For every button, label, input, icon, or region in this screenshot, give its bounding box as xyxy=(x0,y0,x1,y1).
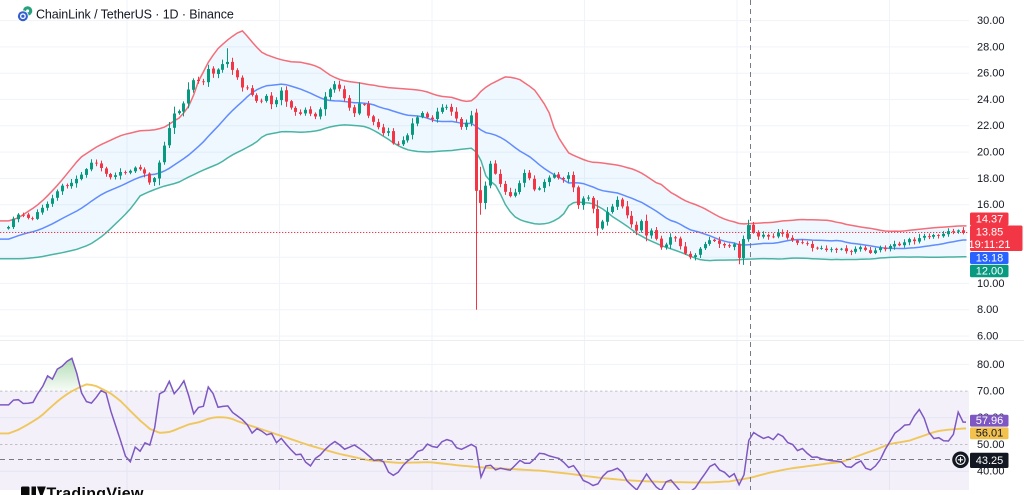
svg-text:40.00: 40.00 xyxy=(977,466,1005,478)
svg-text:ChainLink / TetherUS · 1D · Bi: ChainLink / TetherUS · 1D · Binance xyxy=(36,8,234,22)
svg-text:18.00: 18.00 xyxy=(977,173,1005,185)
svg-text:70.00: 70.00 xyxy=(977,386,1005,398)
svg-text:43.25: 43.25 xyxy=(976,455,1004,467)
svg-text:50.00: 50.00 xyxy=(977,439,1005,451)
svg-text:22.00: 22.00 xyxy=(977,120,1005,132)
svg-text:12.00: 12.00 xyxy=(976,266,1004,278)
svg-text:19:11:21: 19:11:21 xyxy=(968,239,1010,251)
svg-text:28.00: 28.00 xyxy=(977,41,1005,53)
svg-text:24.00: 24.00 xyxy=(977,94,1005,106)
svg-text:13.18: 13.18 xyxy=(976,252,1004,264)
svg-text:6.00: 6.00 xyxy=(977,331,998,343)
svg-text:10.00: 10.00 xyxy=(977,278,1005,290)
svg-text:26.00: 26.00 xyxy=(977,68,1005,80)
svg-text:13.85: 13.85 xyxy=(976,226,1004,238)
svg-text:TradingView: TradingView xyxy=(47,486,145,495)
svg-text:16.00: 16.00 xyxy=(977,199,1005,211)
svg-text:30.00: 30.00 xyxy=(977,15,1005,27)
svg-text:8.00: 8.00 xyxy=(977,304,998,316)
svg-text:20.00: 20.00 xyxy=(977,147,1005,159)
svg-text:14.37: 14.37 xyxy=(976,213,1004,225)
svg-text:56.01: 56.01 xyxy=(976,428,1004,440)
svg-text:80.00: 80.00 xyxy=(977,359,1005,371)
svg-text:57.96: 57.96 xyxy=(976,415,1004,427)
